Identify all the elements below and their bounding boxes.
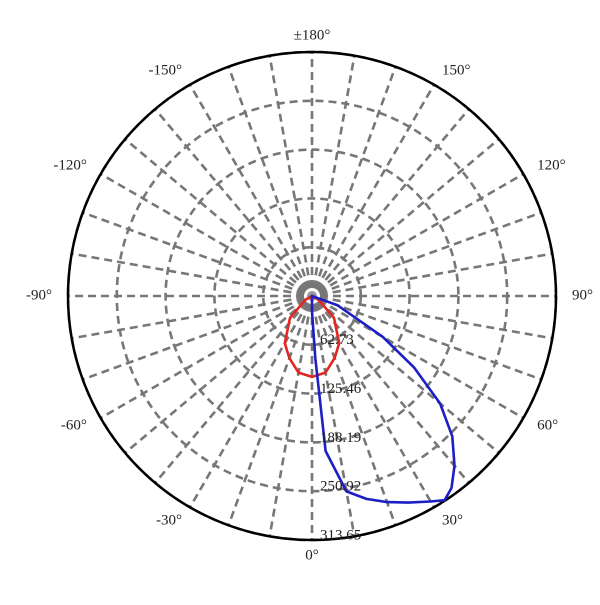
angle-tick-label: 120° bbox=[537, 157, 566, 173]
spoke-grid-line bbox=[124, 138, 307, 292]
spoke-grid-line bbox=[227, 303, 311, 526]
spoke-grid-line bbox=[82, 211, 305, 295]
spoke-grid-line bbox=[317, 138, 500, 292]
r-tick-label: 125.46 bbox=[320, 381, 362, 397]
angle-tick-label: -60° bbox=[61, 417, 87, 433]
angle-tick-label: -90° bbox=[26, 287, 52, 303]
spoke-grid-line bbox=[317, 300, 500, 454]
angle-tick-label: 0° bbox=[305, 547, 319, 563]
spoke-grid-line bbox=[312, 55, 356, 289]
spoke-grid-line bbox=[319, 296, 553, 340]
spoke-grid-line bbox=[82, 297, 305, 381]
angle-tick-label: -150° bbox=[149, 62, 183, 78]
spoke-grid-line bbox=[124, 300, 307, 454]
spoke-grid-line bbox=[154, 301, 308, 484]
intensity-curve bbox=[310, 294, 456, 504]
spoke-grid-line bbox=[316, 301, 470, 484]
ring-grid-line bbox=[115, 99, 509, 493]
spoke-grid-line bbox=[313, 303, 397, 526]
spoke-grid-line bbox=[318, 172, 524, 294]
spoke-grid-line bbox=[227, 66, 311, 289]
ring-grid-line bbox=[261, 245, 363, 347]
spoke-grid-line bbox=[188, 302, 310, 508]
spoke-grid-line bbox=[71, 296, 305, 340]
spoke-grid-line bbox=[71, 252, 305, 296]
spoke-grid-line bbox=[319, 211, 542, 295]
r-tick-label: 250.92 bbox=[320, 479, 361, 495]
angle-tick-label: ±180° bbox=[294, 27, 331, 43]
angle-tick-label: -30° bbox=[156, 513, 182, 529]
ring-grid-line bbox=[213, 197, 411, 395]
spoke-grid-line bbox=[314, 84, 436, 290]
spoke-grid-line bbox=[319, 297, 542, 381]
spoke-grid-line bbox=[154, 108, 308, 291]
polar-border bbox=[66, 50, 558, 542]
r-tick-label: 313.65 bbox=[320, 527, 361, 543]
spoke-grid-line bbox=[314, 302, 436, 508]
r-tick-label: 62.73 bbox=[320, 332, 354, 348]
spoke-grid-line bbox=[100, 172, 306, 294]
angle-tick-label: -120° bbox=[53, 157, 87, 173]
angle-tick-label: 30° bbox=[442, 513, 463, 529]
angle-tick-label: 150° bbox=[442, 62, 471, 78]
r-tick-label: 188.19 bbox=[320, 430, 361, 446]
intensity-curve bbox=[283, 294, 341, 379]
spoke-grid-line bbox=[268, 55, 312, 289]
spoke-grid-line bbox=[313, 66, 397, 289]
angle-tick-label: 90° bbox=[572, 287, 593, 303]
spoke-grid-line bbox=[100, 298, 306, 420]
spoke-grid-line bbox=[319, 252, 553, 296]
ring-grid-line bbox=[164, 148, 460, 444]
spoke-grid-line bbox=[312, 303, 356, 537]
angle-tick-label: 60° bbox=[537, 417, 558, 433]
spoke-grid-line bbox=[316, 108, 470, 291]
spoke-grid-line bbox=[188, 84, 310, 290]
spoke-grid-line bbox=[268, 303, 312, 537]
spoke-grid-line bbox=[318, 298, 524, 420]
